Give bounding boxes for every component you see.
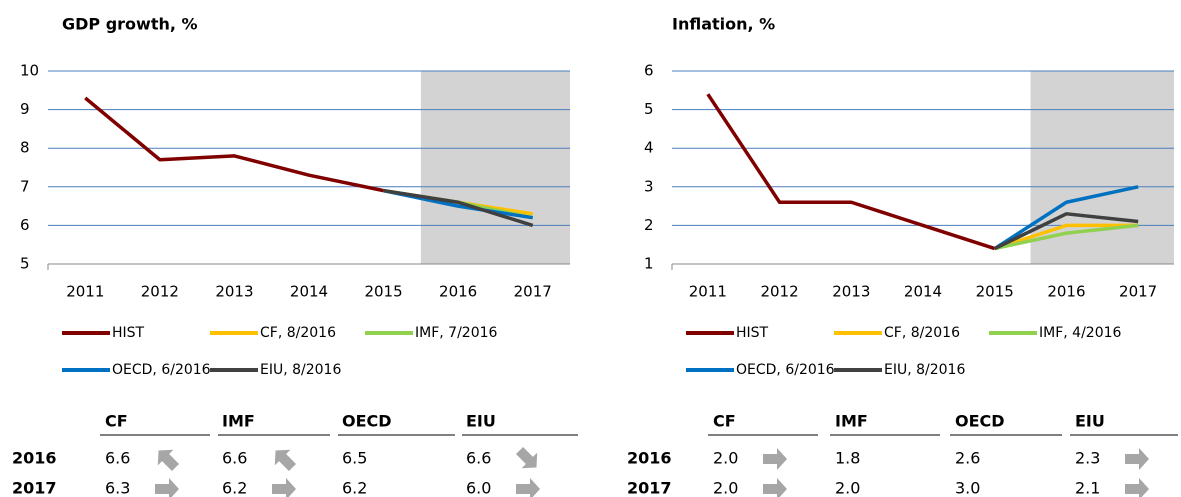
row-label: 2017 [12, 479, 57, 497]
cell-value: 6.2 [342, 479, 367, 497]
y-tick-label: 3 [644, 177, 654, 195]
trend-arrow [515, 446, 538, 469]
cell-value: 2.6 [955, 449, 980, 468]
x-tick-label: 2011 [689, 283, 727, 301]
series-line [994, 223, 1139, 251]
column-header: IMF [835, 412, 868, 431]
trend-arrow [763, 478, 787, 497]
column-header: CF [713, 412, 736, 431]
trend-arrow [155, 478, 179, 497]
x-tick-label: 2017 [514, 283, 552, 301]
x-tick-label: 2014 [290, 283, 328, 301]
legend-label: HIST [112, 325, 145, 341]
cell-value: 3.0 [955, 479, 980, 497]
trend-arrow [157, 449, 180, 472]
trend-arrow [272, 478, 296, 497]
y-tick-label: 5 [20, 255, 30, 273]
series-line [994, 223, 1139, 251]
x-tick-label: 2013 [215, 283, 253, 301]
x-tick-label: 2014 [904, 283, 942, 301]
trend-arrow [763, 448, 787, 470]
y-tick-label: 6 [20, 216, 30, 234]
legend-label: EIU, 8/2016 [884, 362, 965, 378]
cell-value: 6.3 [105, 479, 130, 497]
column-header: OECD [955, 412, 1005, 431]
forecast-shade [420, 71, 570, 264]
x-tick-label: 2015 [976, 283, 1014, 301]
column-header: IMF [222, 412, 255, 431]
x-tick-label: 2017 [1119, 283, 1157, 301]
cell-value: 2.1 [1075, 479, 1100, 497]
y-tick-label: 7 [20, 177, 30, 195]
trend-arrow [274, 449, 297, 472]
x-tick-label: 2011 [66, 283, 104, 301]
series-line [993, 212, 1139, 251]
legend-label: HIST [736, 325, 769, 341]
cell-value: 2.3 [1075, 449, 1100, 468]
cell-value: 6.5 [342, 449, 367, 468]
column-header: EIU [1075, 412, 1105, 431]
cell-value: 6.6 [466, 449, 491, 468]
x-tick-label: 2012 [760, 283, 798, 301]
cell-value: 6.6 [222, 449, 247, 468]
x-tick-label: 2012 [141, 283, 179, 301]
series-line [706, 93, 996, 251]
x-tick-label: 2013 [832, 283, 870, 301]
row-label: 2017 [627, 479, 672, 497]
series-line [993, 185, 1139, 251]
chart-title: Inflation, % [672, 15, 775, 34]
column-header: OECD [342, 412, 392, 431]
legend-label: IMF, 4/2016 [1039, 325, 1122, 341]
legend-label: EIU, 8/2016 [260, 362, 341, 378]
y-tick-label: 6 [644, 62, 654, 80]
x-tick-label: 2015 [364, 283, 402, 301]
forecast-shade [1030, 71, 1174, 264]
y-tick-label: 8 [20, 139, 30, 157]
cell-value: 2.0 [835, 479, 860, 497]
cell-value: 6.0 [466, 479, 491, 497]
chart-title: GDP growth, % [62, 15, 198, 34]
cell-value: 6.6 [105, 449, 130, 468]
row-label: 2016 [627, 449, 672, 468]
column-header: CF [105, 412, 128, 431]
legend-label: OECD, 6/2016 [736, 362, 835, 378]
legend-label: CF, 8/2016 [260, 325, 336, 341]
legend-label: CF, 8/2016 [884, 325, 960, 341]
y-tick-label: 2 [644, 216, 654, 234]
x-tick-label: 2016 [439, 283, 477, 301]
y-tick-label: 5 [644, 100, 654, 118]
row-label: 2016 [12, 449, 57, 468]
y-tick-label: 1 [644, 255, 654, 273]
trend-arrow [1125, 448, 1149, 470]
legend-label: IMF, 7/2016 [415, 325, 498, 341]
x-tick-label: 2016 [1047, 283, 1085, 301]
cell-value: 6.2 [222, 479, 247, 497]
y-tick-label: 4 [644, 139, 654, 157]
trend-arrow [516, 478, 540, 497]
trend-arrow [1125, 478, 1149, 497]
cell-value: 2.0 [713, 479, 738, 497]
series-line [84, 96, 384, 193]
series-line [383, 188, 534, 228]
y-tick-label: 9 [20, 100, 30, 118]
column-header: EIU [466, 412, 496, 431]
y-tick-label: 10 [20, 62, 39, 80]
legend-label: OECD, 6/2016 [112, 362, 211, 378]
cell-value: 1.8 [835, 449, 860, 468]
cell-value: 2.0 [713, 449, 738, 468]
